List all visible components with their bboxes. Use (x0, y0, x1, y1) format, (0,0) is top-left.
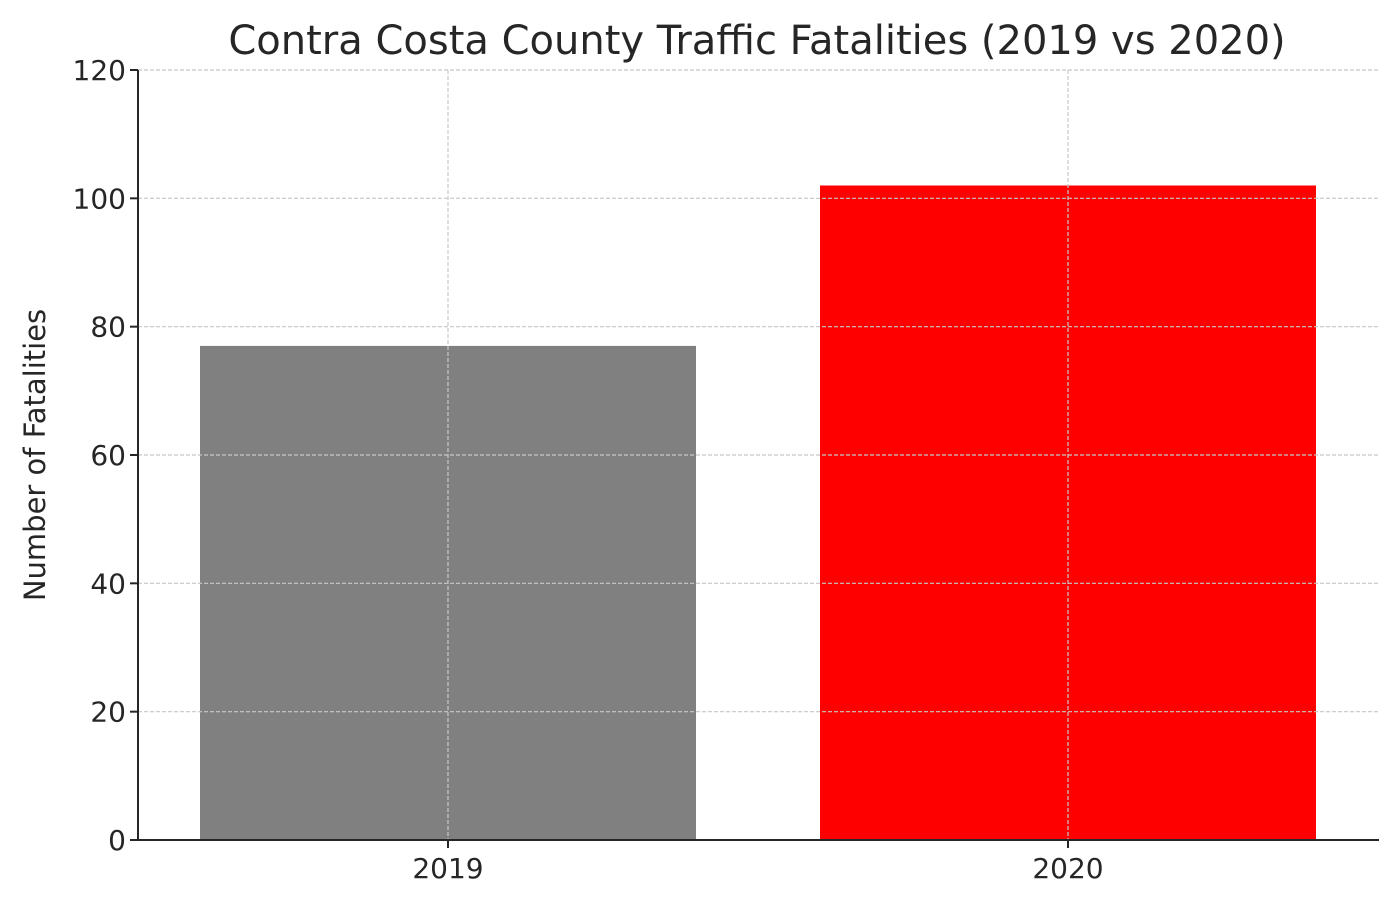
x-tick-label: 2019 (412, 852, 483, 885)
y-tick-label: 20 (90, 696, 126, 729)
bars (200, 185, 1316, 840)
chart-title: Contra Costa County Traffic Fatalities (… (228, 18, 1285, 64)
vertical-grid (447, 70, 1069, 840)
y-tick-label: 0 (108, 824, 126, 857)
y-tick-label: 60 (90, 439, 126, 472)
y-tick-label: 80 (90, 311, 126, 344)
x-tick-label: 2020 (1032, 852, 1103, 885)
y-axis-label: Number of Fatalities (18, 309, 52, 601)
x-ticks: 2019 2020 (412, 840, 1104, 885)
y-tick-label: 120 (73, 54, 126, 87)
y-tick-label: 40 (90, 567, 126, 600)
y-ticks: 0 20 40 60 80 100 120 (73, 54, 138, 857)
y-tick-label: 100 (73, 182, 126, 215)
